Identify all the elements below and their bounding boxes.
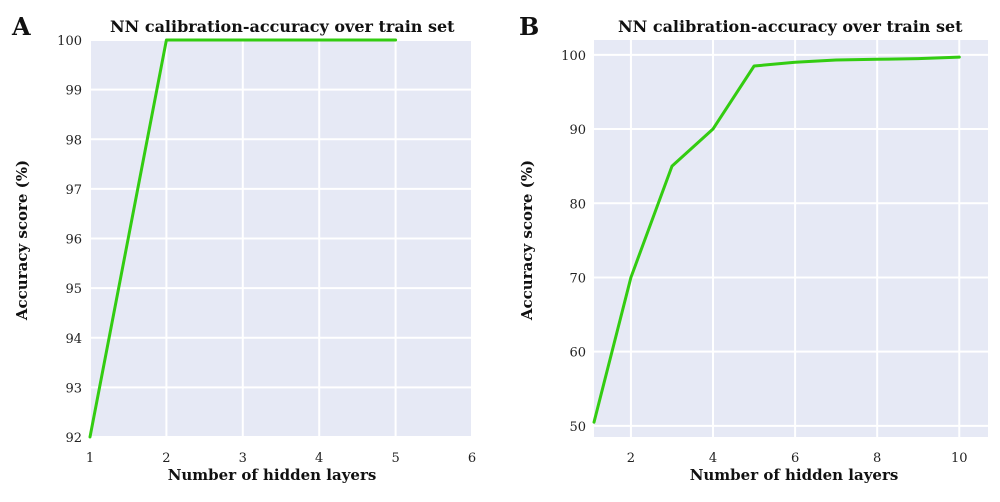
y-tick-label: 99 — [65, 84, 82, 99]
x-axis-label-b: Number of hidden layers — [689, 466, 899, 484]
y-tick-label: 80 — [569, 197, 586, 212]
x-tick-label: 6 — [791, 451, 799, 466]
y-tick-label: 95 — [65, 282, 82, 297]
chart-title-a: NN calibration-accuracy over train set — [110, 17, 455, 36]
plot-area-b: 2 4 6 8 10 50 60 70 80 90 100 — [561, 40, 988, 466]
y-tick-label: 100 — [57, 34, 82, 49]
chart-title-b: NN calibration-accuracy over train set — [618, 17, 963, 36]
series-line — [88, 38, 398, 439]
y-tick-label: 60 — [569, 346, 586, 361]
y-tick-label: 100 — [561, 49, 586, 64]
series-line — [592, 55, 961, 424]
chart-panel-b: 2 4 6 8 10 50 60 70 80 90 100 B NN calibration-acc… — [500, 0, 1000, 502]
y-tick-label: 94 — [65, 332, 82, 347]
y-tick-label: 96 — [65, 233, 82, 248]
x-tick-label: 2 — [162, 451, 170, 466]
y-tick-label: 93 — [65, 381, 82, 396]
x-tick-label: 4 — [315, 451, 323, 466]
y-tick-label: 98 — [65, 133, 82, 148]
x-tick-label: 4 — [709, 451, 717, 466]
y-tick-label: 50 — [569, 420, 586, 435]
x-tick-label: 8 — [873, 451, 881, 466]
y-axis-label-b: Accuracy score (%) — [518, 159, 536, 321]
x-tick-label: 6 — [468, 451, 476, 466]
x-tick-label: 2 — [627, 451, 635, 466]
x-axis-label-a: Number of hidden layers — [167, 466, 377, 484]
x-tick-label: 3 — [239, 451, 247, 466]
y-tick-label: 70 — [569, 271, 586, 286]
x-tick-label: 1 — [86, 451, 94, 466]
x-tick-label: 5 — [391, 451, 399, 466]
panel-letter-a: A — [12, 12, 31, 41]
chart-panel-a: 1 2 3 4 5 6 92 93 94 95 96 97 98 99 100 A NN calibrati… — [12, 12, 476, 484]
y-tick-label: 92 — [65, 431, 82, 446]
plot-area-a: 1 2 3 4 5 6 92 93 94 95 96 97 98 99 100 — [57, 34, 476, 466]
plot-background — [594, 40, 988, 437]
x-tick-label: 10 — [951, 451, 968, 466]
y-tick-label: 97 — [65, 183, 82, 198]
y-tick-label: 90 — [569, 123, 586, 138]
y-axis-label-a: Accuracy score (%) — [13, 159, 31, 321]
panel-letter-b: B — [519, 12, 540, 41]
